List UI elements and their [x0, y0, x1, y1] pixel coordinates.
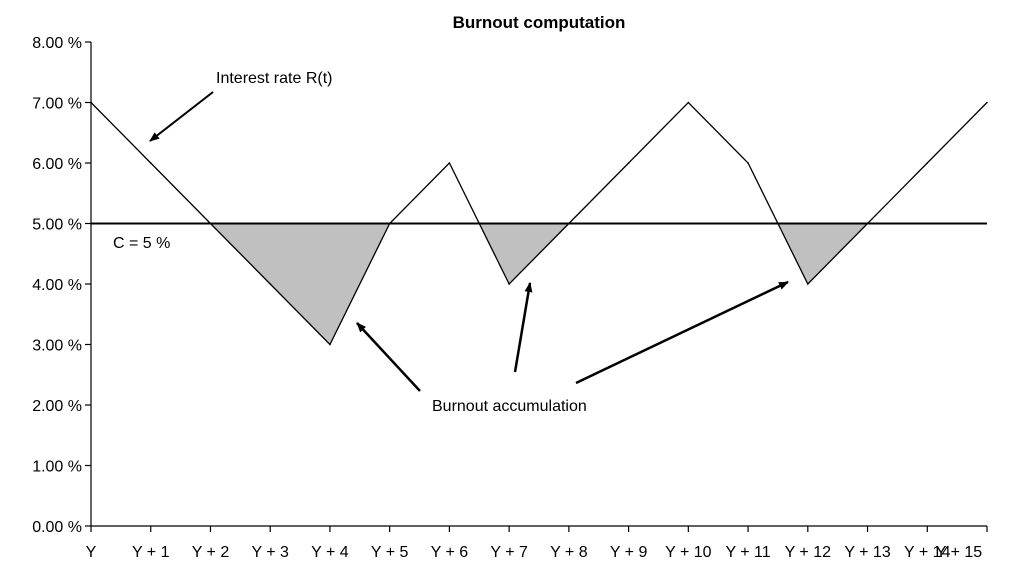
data-point [149, 162, 152, 164]
data-point [209, 222, 212, 225]
data-point [627, 162, 630, 164]
x-tick-label: Y + 3 [251, 544, 289, 561]
burnout-arrow-2 [513, 282, 533, 373]
x-tick-label: Y + 1 [132, 544, 170, 561]
data-point [329, 343, 331, 346]
axes: 0.00 % 1.00 % 2.00 % 3.00 % 4.00 % 5.00 % 6.00… [32, 35, 988, 561]
data-point [388, 222, 391, 225]
x-tick-label: Y + 6 [431, 544, 469, 561]
interest-rate-line [90, 101, 988, 346]
reference-line-label: C = 5 % [113, 235, 170, 252]
data-point [269, 283, 272, 285]
x-tick-label: Y + 8 [550, 544, 588, 561]
x-tick-label: Y + 14 [904, 544, 951, 561]
y-tick-label: 5.00 % [32, 217, 82, 234]
burnout-regions [210, 223, 868, 345]
data-point [448, 162, 451, 164]
y-tick-label: 6.00 % [32, 156, 82, 173]
burnout-region-2 [479, 223, 569, 284]
burnout-accumulation-label: Burnout accumulation [432, 398, 587, 415]
x-tick-label: Y + 2 [192, 544, 230, 561]
y-tick-label: 7.00 % [32, 96, 82, 113]
chart-title: Burnout computation [453, 13, 626, 32]
x-tick-label: Y + 9 [610, 544, 648, 561]
y-tick-label: 3.00 % [32, 338, 82, 355]
data-point [926, 162, 929, 164]
data-point [807, 283, 809, 285]
data-point [747, 162, 749, 164]
x-tick-label: Y + 11 [725, 544, 770, 561]
x-tick-label: Y + 10 [665, 544, 712, 561]
data-point [568, 222, 570, 225]
x-tick-label: Y + 12 [785, 544, 832, 561]
x-tick-label: Y + 13 [844, 544, 891, 561]
x-tick-label: Y + 15 [936, 544, 983, 561]
y-tick-label: 4.00 % [32, 277, 82, 294]
data-point [508, 283, 510, 285]
y-tick-label: 8.00 % [32, 35, 82, 52]
data-point [687, 101, 690, 104]
burnout-arrow-3 [575, 280, 789, 385]
x-tick-label: Y + 7 [490, 544, 528, 561]
interest-rate-arrow [149, 91, 214, 142]
y-tick-label: 1.00 % [32, 459, 82, 476]
data-point [986, 101, 988, 104]
interest-rate-label: Interest rate R(t) [216, 70, 332, 87]
series-group [90, 101, 988, 346]
burnout-region-3 [777, 223, 868, 284]
x-tick-label: Y [86, 544, 97, 561]
y-tick-label: 0.00 % [32, 519, 82, 536]
y-tick-label: 2.00 % [32, 398, 82, 415]
burnout-arrow-1 [356, 322, 421, 392]
data-point [866, 222, 869, 225]
x-tick-label: Y + 4 [311, 544, 349, 561]
x-tick-label: Y + 5 [371, 544, 409, 561]
burnout-region-1 [210, 223, 390, 345]
